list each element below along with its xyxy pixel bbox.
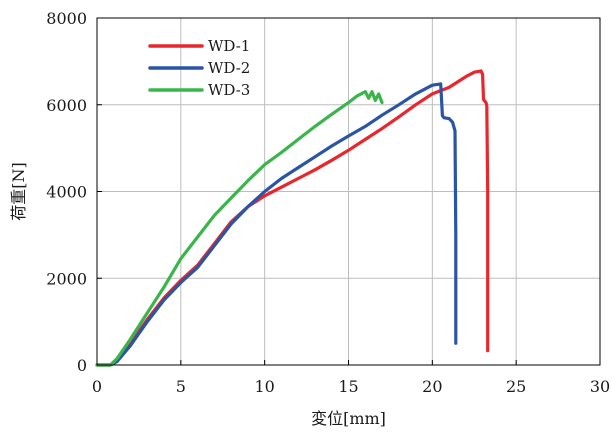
series-line-wd-1 <box>95 69 490 367</box>
y-tick-label: 8000 <box>46 9 87 28</box>
grid <box>97 18 600 365</box>
x-tick-label: 0 <box>92 377 102 396</box>
series-layer <box>95 69 490 367</box>
y-axis-title: 荷重[N] <box>9 162 28 221</box>
x-tick-label: 10 <box>254 377 274 396</box>
y-tick-label: 2000 <box>46 269 87 288</box>
series-line-wd-2 <box>95 82 458 367</box>
x-axis-title: 変位[mm] <box>311 409 386 428</box>
x-tick-label: 20 <box>422 377 442 396</box>
legend-label: WD-3 <box>208 81 250 99</box>
y-tick-label: 6000 <box>46 96 87 115</box>
y-tick-label: 0 <box>77 356 87 375</box>
y-tick-label: 4000 <box>46 183 87 202</box>
legend-label: WD-1 <box>208 37 250 55</box>
x-tick-label: 15 <box>338 377 358 396</box>
legend-label: WD-2 <box>208 59 250 77</box>
x-tick-label: 25 <box>506 377 526 396</box>
tick-labels: 0 5 10 15 20 25 30 0 2000 4000 6000 8000 <box>46 9 610 396</box>
x-tick-label: 5 <box>176 377 186 396</box>
x-tick-label: 30 <box>590 377 610 396</box>
legend: WD-1 WD-2 WD-3 <box>148 37 250 99</box>
series-line-wd-3 <box>95 90 384 367</box>
